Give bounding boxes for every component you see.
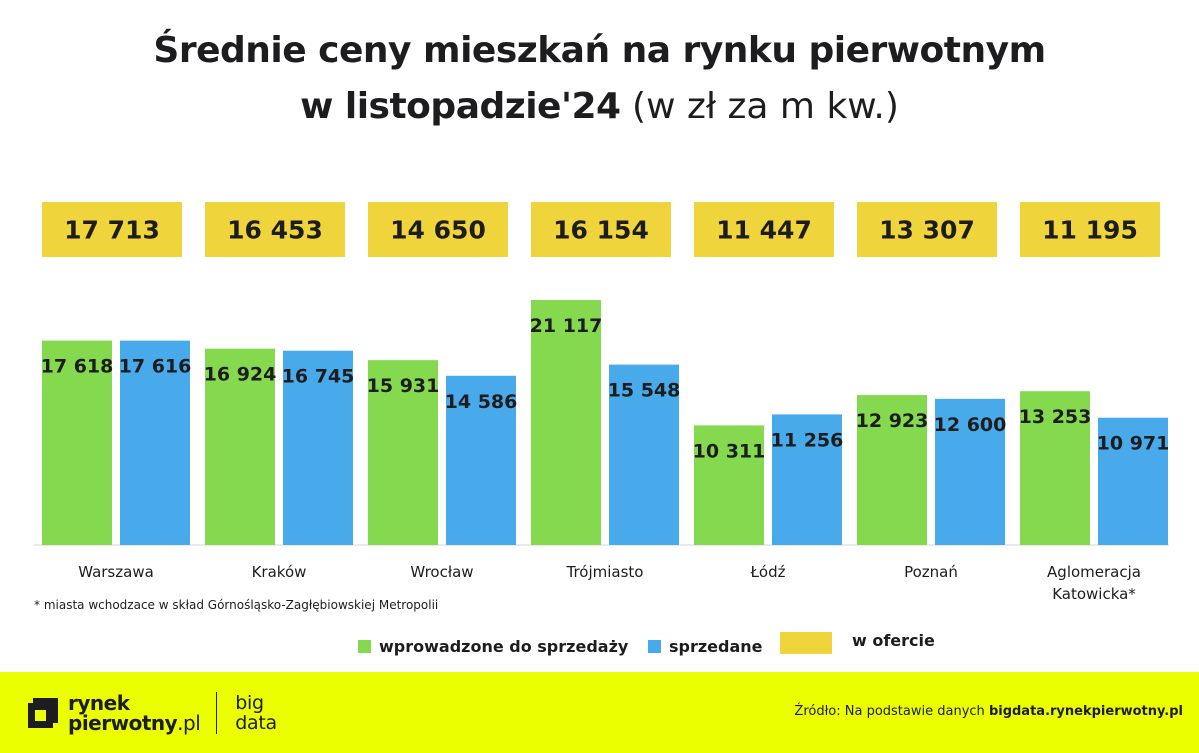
category-label: Aglomeracja Katowicka* [1047,563,1141,603]
offer-price-box [531,202,671,257]
category-label-line: Katowicka* [1052,585,1136,603]
bar-sold [283,350,353,545]
legend-label-sold: sprzedane [669,637,763,656]
bar-new-label: 12 923 [856,410,929,432]
offer-price-label: 11 195 [1042,216,1138,245]
bar-new-label: 10 311 [693,440,766,462]
bigdata-wordmark: big data [235,693,277,733]
category-label-line: Aglomeracja [1047,563,1141,581]
bar-new [857,395,927,545]
logo-line1: rynek [68,691,130,715]
legend-swatch-green [358,640,371,653]
legend-swatch-yellow [780,632,832,654]
offer-price-label: 14 650 [390,216,486,245]
bar-sold-label: 15 548 [608,380,681,402]
footnote: * miasta wchodzace w skład Górnośląsko-Z… [34,598,439,612]
offer-price-label: 13 307 [879,216,975,245]
bar-sold-label: 14 586 [445,391,518,413]
offer-price-label: 16 453 [227,216,323,245]
brand-logo[interactable]: rynek pierwotny.pl big data [26,692,277,734]
chart-title-line2: w listopadzie'24 (w zł za m kw.) [0,86,1199,127]
source-link[interactable]: bigdata.rynekpierwotny.pl [988,704,1183,719]
chart-title-line1: Średnie ceny mieszkań na rynku pierwotny… [153,30,1046,71]
footer: rynek pierwotny.pl big data Źródło: Na p… [0,672,1199,753]
logo-suffix: .pl [177,711,201,735]
offer-price-label: 16 154 [553,216,649,245]
category-label-line: Poznań [904,563,958,581]
bar-sold [446,375,516,545]
bar-new [205,348,275,545]
bar-new-label: 16 924 [204,364,277,386]
legend: wprowadzone do sprzedaży sprzedane w ofe… [0,630,1199,658]
offer-price-box [694,202,834,257]
bar-new [42,340,112,545]
offer-price-box [1020,202,1160,257]
category-label-line: Warszawa [78,563,154,581]
bar-new [694,425,764,545]
bar-sold-label: 16 745 [282,366,355,388]
offer-price-box [205,202,345,257]
category-label-line: Łódź [749,563,785,581]
bar-new [531,300,601,545]
bigdata-line1: big [235,692,264,714]
bar-new-label: 13 253 [1019,406,1092,428]
source-note: Źródło: Na podstawie danych bigdata.ryne… [794,704,1183,719]
bar-sold-label: 10 971 [1097,433,1170,455]
offer-price-label: 17 713 [64,216,160,245]
category-label-line: Trójmiasto [566,563,644,581]
bar-new-label: 15 931 [367,375,440,397]
category-label: Warszawa [78,563,154,581]
logo-mark-icon [26,696,60,730]
offer-price-box [42,202,182,257]
bigdata-line2: data [235,712,277,734]
bar-new-label: 21 117 [530,315,603,337]
category-label: Trójmiasto [566,563,644,581]
chart-title-unit: (w zł za m kw.) [632,86,899,127]
offer-price-box [368,202,508,257]
offer-price-label: 11 447 [716,216,812,245]
source-prefix: Źródło: Na podstawie danych [794,704,985,719]
logo-line2: pierwotny [68,711,178,735]
logo-wordmark: rynek pierwotny.pl [68,691,201,735]
category-label: Wrocław [410,563,473,581]
bar-sold [120,340,190,545]
category-label: Poznań [904,563,958,581]
legend-label-new: wprowadzone do sprzedaży [379,637,629,656]
bar-sold-label: 12 600 [934,414,1007,436]
legend-item-sold: sprzedane [648,637,763,656]
offer-price-box [857,202,997,257]
category-label-line: Kraków [252,563,307,581]
legend-item-new: wprowadzone do sprzedaży [358,637,628,656]
legend-label-offer: w ofercie [852,630,935,650]
category-label: Kraków [252,563,307,581]
bar-sold [1098,417,1168,545]
bar-sold [609,364,679,545]
chart-title-period: w listopadzie'24 [300,86,621,127]
bar-new-label: 17 618 [41,356,114,378]
legend-item-offer: w ofercie [780,630,935,654]
bar-sold [935,398,1005,545]
logo-divider [216,692,218,734]
bar-new [368,360,438,545]
category-label-line: Wrocław [410,563,473,581]
bar-new [1020,391,1090,545]
bar-sold [772,414,842,545]
legend-swatch-blue [648,640,661,653]
bar-sold-label: 17 616 [119,356,192,378]
bar-sold-label: 11 256 [771,429,844,451]
category-label: Łódź [749,563,785,581]
